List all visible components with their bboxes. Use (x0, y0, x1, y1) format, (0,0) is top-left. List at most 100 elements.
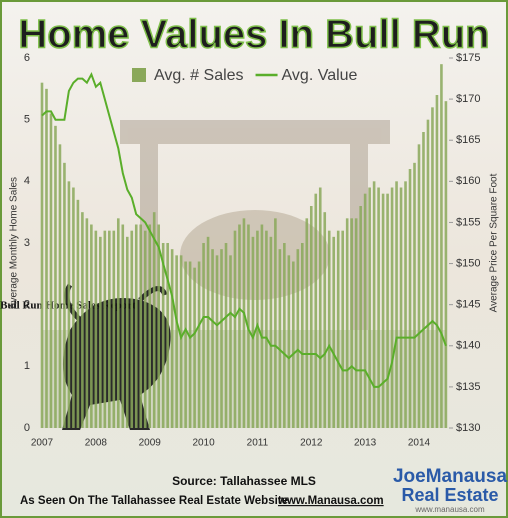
x-tick-label: 2013 (354, 438, 377, 449)
y-tick-label: 5 (24, 114, 30, 126)
x-tick-label: 2009 (139, 438, 162, 449)
bar (67, 181, 71, 428)
bar (287, 255, 291, 428)
bar (134, 224, 138, 428)
bar (242, 218, 246, 428)
y2-tick-label: $130 (456, 422, 480, 434)
bar (202, 243, 205, 428)
bar (444, 101, 448, 429)
bar (63, 162, 66, 429)
bar (85, 218, 89, 428)
bar (54, 125, 57, 428)
logo-url: www.manausa.com (414, 505, 485, 514)
bar (386, 193, 389, 428)
y2-tick-label: $155 (456, 216, 480, 228)
y-tick-label: 0 (24, 422, 30, 434)
chart-title: Home Values In Bull Run (18, 13, 489, 57)
bar (350, 218, 353, 428)
bar (413, 162, 416, 429)
bar (76, 199, 80, 428)
bar (40, 82, 44, 429)
bar (233, 230, 237, 428)
y-tick-label: 4 (24, 175, 30, 187)
bar (435, 95, 439, 428)
footer: As Seen On The Tallahassee Real Estate W… (20, 495, 288, 507)
bar (283, 243, 286, 428)
logo-top: JoeManausa (393, 466, 507, 487)
bar (345, 218, 349, 428)
bar (130, 230, 134, 428)
bar (121, 224, 125, 428)
bar (292, 261, 295, 428)
y-tick-label: 3 (24, 237, 30, 249)
x-tick-label: 2010 (192, 438, 215, 449)
bar (274, 218, 277, 428)
y2-tick-label: $140 (456, 340, 480, 352)
bar (125, 236, 129, 428)
bar (390, 187, 394, 428)
bar (314, 193, 318, 428)
bar (368, 187, 371, 428)
y2-tick-label: $135 (456, 381, 480, 393)
bar (170, 249, 174, 428)
bar (211, 249, 214, 428)
bar (152, 212, 156, 428)
bar (354, 218, 358, 428)
y2-tick-label: $165 (456, 134, 480, 146)
legend-swatch (132, 68, 146, 82)
bar (269, 236, 273, 428)
bar (309, 206, 313, 428)
bar (238, 224, 241, 428)
bar (206, 236, 210, 428)
x-tick-label: 2014 (408, 438, 431, 449)
bar (395, 181, 398, 428)
bar (278, 249, 282, 428)
bar (197, 261, 201, 428)
bar (251, 236, 255, 428)
bar (148, 224, 152, 428)
bar (359, 206, 362, 428)
bar (81, 212, 84, 428)
bar (372, 181, 376, 428)
bar (399, 187, 403, 428)
bar (417, 144, 421, 429)
bar (108, 230, 111, 428)
bar (381, 193, 385, 428)
y2-tick-label: $145 (456, 299, 480, 311)
bar (327, 230, 331, 428)
y2-axis-title: Average Price Per Square Foot (489, 173, 500, 312)
bar (260, 224, 264, 428)
bar (157, 224, 160, 428)
bar (229, 255, 232, 428)
bar (184, 261, 187, 428)
y2-tick-label: $150 (456, 257, 480, 269)
bar (431, 107, 434, 428)
bar (265, 230, 268, 428)
bar (220, 249, 223, 428)
bar (112, 230, 116, 428)
bar (336, 230, 340, 428)
bar (166, 243, 169, 428)
bar (143, 230, 147, 428)
bar (49, 113, 53, 428)
x-tick-label: 2012 (300, 438, 323, 449)
bar (215, 255, 219, 428)
bar (426, 119, 430, 429)
y-tick-label: 2 (24, 299, 30, 311)
y-axis-title: Average Monthly Home Sales (9, 177, 20, 309)
bar (363, 193, 367, 428)
bar (408, 169, 412, 428)
legend-label: Avg. # Sales (154, 67, 244, 84)
bar (179, 255, 183, 428)
bar (45, 88, 48, 428)
bar (224, 243, 228, 428)
bar (296, 249, 300, 428)
bar (72, 187, 75, 428)
bar (99, 236, 102, 428)
y-tick-label: 6 (24, 52, 30, 64)
legend-label: Avg. Value (282, 67, 358, 84)
logo-bottom: Real Estate (401, 485, 498, 505)
y2-tick-label: $160 (456, 175, 480, 187)
y2-tick-label: $175 (456, 52, 480, 64)
